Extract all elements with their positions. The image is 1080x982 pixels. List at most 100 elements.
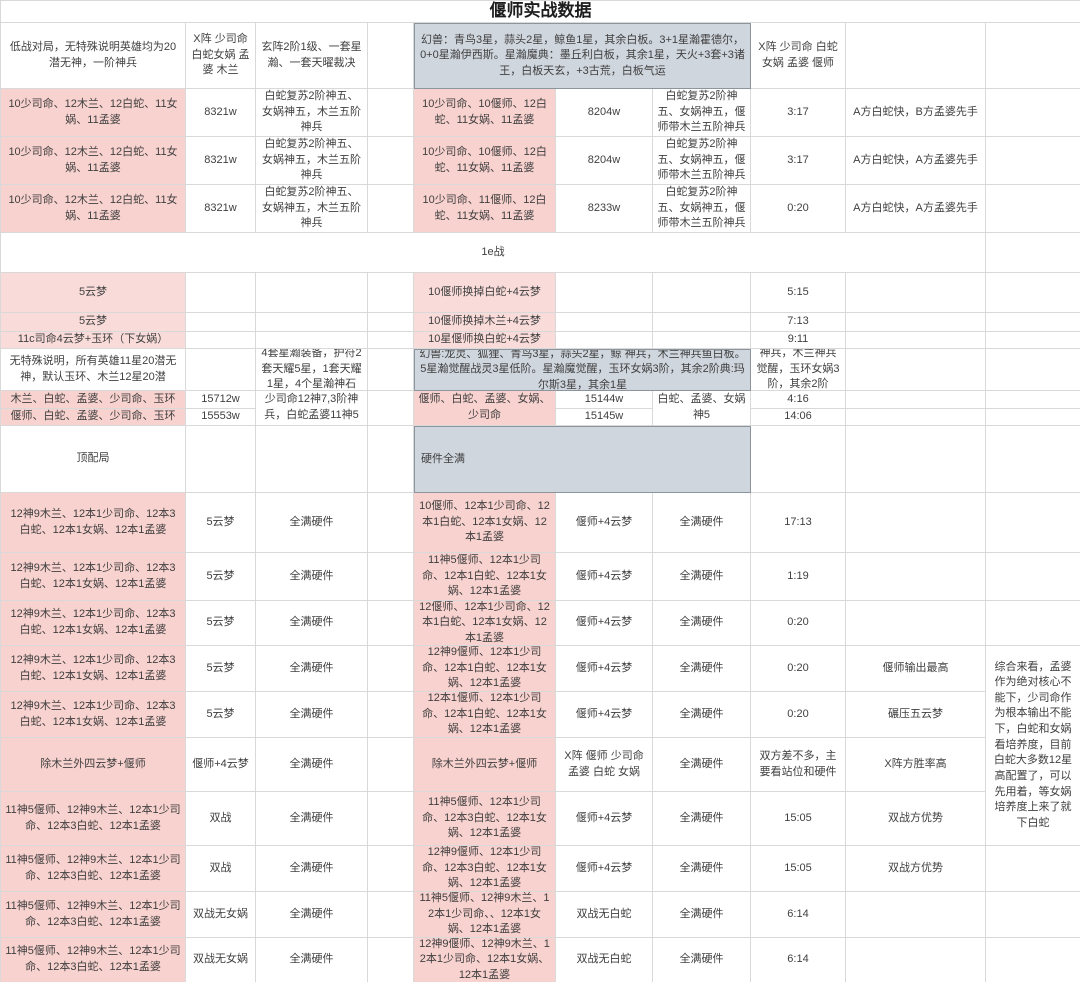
cell-r16-c6[interactable]: 偃师+4云梦: [556, 601, 653, 646]
cell-r15-c8[interactable]: 1:19: [751, 553, 846, 601]
cell-r18-c7[interactable]: 全满硬件: [653, 692, 751, 738]
cell-r22-c10[interactable]: [986, 892, 1080, 938]
cell-r15-c5[interactable]: 11神5偃师、12本1少司命、12本1白蛇、12本1女娲、12本1孟婆: [414, 553, 556, 601]
cell-r9-c1[interactable]: 11c司命4云梦+玉环（下女娲）: [1, 332, 186, 349]
cell-r15-c2[interactable]: 5云梦: [186, 553, 256, 601]
cell-r14-c6[interactable]: 偃师+4云梦: [556, 493, 653, 553]
cell-r21-c9[interactable]: 双战方优势: [846, 846, 986, 892]
cell-r21-c8[interactable]: 15:05: [751, 846, 846, 892]
cell-r14-c4[interactable]: [368, 493, 414, 553]
cell-r2-c8[interactable]: X阵 少司命 白蛇 女娲 孟婆 偃师: [751, 23, 846, 89]
cell-r13-c10[interactable]: [986, 426, 1080, 493]
cell-r8-c2[interactable]: [186, 313, 256, 332]
cell-r11-c3[interactable]: 少司命12神7,3阶神兵，白蛇孟婆11神5: [256, 391, 368, 426]
cell-r3-c9[interactable]: A方白蛇快，B方孟婆先手: [846, 89, 986, 137]
cell-r10-c9[interactable]: [846, 349, 986, 391]
cell-r12-c9[interactable]: [846, 409, 986, 426]
cell-r18-c9[interactable]: 碾压五云梦: [846, 692, 986, 738]
cell-r16-c2[interactable]: 5云梦: [186, 601, 256, 646]
cell-r10-c4[interactable]: [368, 349, 414, 391]
cell-r6-c10[interactable]: [986, 233, 1080, 273]
cell-r13-c3[interactable]: [256, 426, 368, 493]
cell-r17-c5[interactable]: 12神9偃师、12本1少司命、12本1白蛇、12本1女娲、12本1孟婆: [414, 646, 556, 692]
cell-r5-c9[interactable]: A方白蛇快，A方孟婆先手: [846, 185, 986, 233]
cell-r14-c5[interactable]: 10偃师、12本1少司命、12本1白蛇、12本1女娲、12本1孟婆: [414, 493, 556, 553]
cell-r9-c10[interactable]: [986, 332, 1080, 349]
cell-r17-c2[interactable]: 5云梦: [186, 646, 256, 692]
cell-r15-c10[interactable]: [986, 553, 1080, 601]
cell-r20-c9[interactable]: 双战方优势: [846, 792, 986, 846]
cell-r16-c3[interactable]: 全满硬件: [256, 601, 368, 646]
cell-r15-c4[interactable]: [368, 553, 414, 601]
section-label-1e[interactable]: 1e战: [1, 233, 986, 273]
cell-r2-c2[interactable]: X阵 少司命 白蛇女娲 孟婆 木兰: [186, 23, 256, 89]
cell-r16-c7[interactable]: 全满硬件: [653, 601, 751, 646]
cell-r17-c4[interactable]: [368, 646, 414, 692]
cell-r7-c7[interactable]: [653, 273, 751, 313]
cell-r8-c3[interactable]: [256, 313, 368, 332]
cell-r23-c9[interactable]: [846, 938, 986, 982]
cell-r18-c4[interactable]: [368, 692, 414, 738]
cell-r4-c6[interactable]: 8204w: [556, 137, 653, 185]
cell-r5-c6[interactable]: 8233w: [556, 185, 653, 233]
cell-r5-c5[interactable]: 10少司命、11偃师、12白蛇、11女娲、11孟婆: [414, 185, 556, 233]
cell-r3-c7[interactable]: 白蛇复苏2阶神五、女娲神五，偃师带木兰五阶神兵: [653, 89, 751, 137]
cell-r17-c6[interactable]: 偃师+4云梦: [556, 646, 653, 692]
cell-r22-c4[interactable]: [368, 892, 414, 938]
cell-r15-c9[interactable]: [846, 553, 986, 601]
cell-r18-c3[interactable]: 全满硬件: [256, 692, 368, 738]
cell-r14-c9[interactable]: [846, 493, 986, 553]
cell-r18-c5[interactable]: 12本1偃师、12本1少司命、12本1白蛇、12本1女娲、12本1孟婆: [414, 692, 556, 738]
cell-r21-c6[interactable]: 偃师+4云梦: [556, 846, 653, 892]
cell-r9-c9[interactable]: [846, 332, 986, 349]
cell-r18-c8[interactable]: 0:20: [751, 692, 846, 738]
cell-r21-c10[interactable]: [986, 846, 1080, 892]
cell-r22-c1[interactable]: 11神5偃师、12神9木兰、12本1少司命、12本3白蛇、12本1孟婆: [1, 892, 186, 938]
cell-r22-c6[interactable]: 双战无白蛇: [556, 892, 653, 938]
cell-r7-c9[interactable]: [846, 273, 986, 313]
cell-r15-c3[interactable]: 全满硬件: [256, 553, 368, 601]
cell-r7-c3[interactable]: [256, 273, 368, 313]
cell-r13-c8[interactable]: [751, 426, 846, 493]
cell-r22-c3[interactable]: 全满硬件: [256, 892, 368, 938]
cell-r3-c5[interactable]: 10少司命、10偃师、12白蛇、11女娲、11孟婆: [414, 89, 556, 137]
cell-r20-c1[interactable]: 11神5偃师、12神9木兰、12本1少司命、12本3白蛇、12本1孟婆: [1, 792, 186, 846]
cell-r2-c1[interactable]: 低战对局，无特殊说明英雄均为20潜无神，一阶神兵: [1, 23, 186, 89]
cell-r12-c10[interactable]: [986, 409, 1080, 426]
cell-r16-c4[interactable]: [368, 601, 414, 646]
cell-r7-c8[interactable]: 5:15: [751, 273, 846, 313]
cell-r11-c2[interactable]: 15712w: [186, 391, 256, 409]
cell-r17-c7[interactable]: 全满硬件: [653, 646, 751, 692]
cell-r19-c1[interactable]: 除木兰外四云梦+偃师: [1, 738, 186, 792]
cell-r4-c2[interactable]: 8321w: [186, 137, 256, 185]
cell-r7-c5[interactable]: 10偃师换掉白蛇+4云梦: [414, 273, 556, 313]
cell-r15-c7[interactable]: 全满硬件: [653, 553, 751, 601]
cell-r4-c8[interactable]: 3:17: [751, 137, 846, 185]
cell-r12-c2[interactable]: 15553w: [186, 409, 256, 426]
sheet-title[interactable]: 偃师实战数据: [1, 1, 1080, 23]
cell-r19-c4[interactable]: [368, 738, 414, 792]
cell-r8-c1[interactable]: 5云梦: [1, 313, 186, 332]
cell-r7-c10[interactable]: [986, 273, 1080, 313]
cell-r20-c8[interactable]: 15:05: [751, 792, 846, 846]
cell-r15-c1[interactable]: 12神9木兰、12本1少司命、12本3白蛇、12本1女娲、12本1孟婆: [1, 553, 186, 601]
cell-r19-c2[interactable]: 偃师+4云梦: [186, 738, 256, 792]
cell-r10-c2[interactable]: [186, 349, 256, 391]
cell-r11-c7[interactable]: 白蛇、孟婆、女娲神5: [653, 391, 751, 426]
cell-r3-c6[interactable]: 8204w: [556, 89, 653, 137]
cell-r5-c2[interactable]: 8321w: [186, 185, 256, 233]
cell-r11-c1[interactable]: 木兰、白蛇、孟婆、少司命、玉环: [1, 391, 186, 409]
cell-r8-c8[interactable]: 7:13: [751, 313, 846, 332]
cell-r12-c8[interactable]: 14:06: [751, 409, 846, 426]
cell-r23-c8[interactable]: 6:14: [751, 938, 846, 982]
cell-r10-c10[interactable]: [986, 349, 1080, 391]
cell-r7-c4[interactable]: [368, 273, 414, 313]
cell-r11-c6[interactable]: 15144w: [556, 391, 653, 409]
cell-r15-c6[interactable]: 偃师+4云梦: [556, 553, 653, 601]
cell-r23-c10[interactable]: [986, 938, 1080, 982]
cell-r17-c9[interactable]: 偃师输出最高: [846, 646, 986, 692]
cell-r11-c4[interactable]: [368, 391, 414, 426]
cell-r23-c5[interactable]: 12神9偃师、12神9木兰、12本1少司命、12本1女娲、12本1孟婆: [414, 938, 556, 982]
cell-r22-c7[interactable]: 全满硬件: [653, 892, 751, 938]
cell-r23-c2[interactable]: 双战无女娲: [186, 938, 256, 982]
